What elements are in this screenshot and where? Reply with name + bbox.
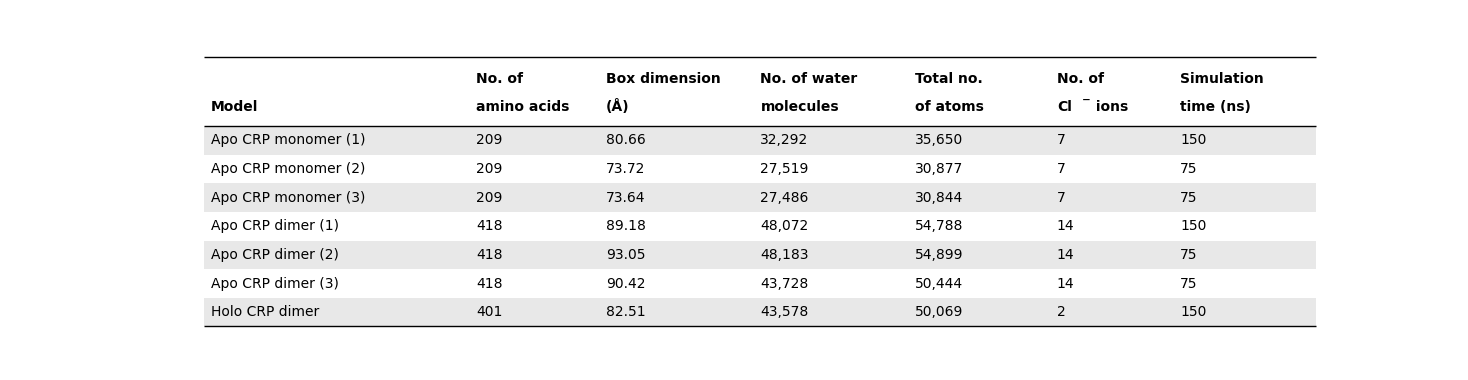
Text: 14: 14 — [1057, 219, 1075, 233]
Text: Box dimension: Box dimension — [606, 72, 721, 86]
Text: −: − — [1082, 94, 1091, 104]
Text: 150: 150 — [1180, 305, 1207, 319]
Text: 82.51: 82.51 — [606, 305, 646, 319]
Text: Cl: Cl — [1057, 100, 1072, 114]
Bar — [204, 126, 1315, 155]
Bar — [204, 241, 1315, 269]
Text: (Å): (Å) — [606, 99, 630, 114]
Text: Simulation: Simulation — [1180, 72, 1264, 86]
Text: 73.64: 73.64 — [606, 191, 646, 204]
Text: 32,292: 32,292 — [760, 133, 809, 147]
Bar — [204, 155, 1315, 183]
Text: 50,444: 50,444 — [915, 277, 963, 291]
Text: No. of water: No. of water — [760, 72, 857, 86]
Text: Apo CRP monomer (3): Apo CRP monomer (3) — [211, 191, 366, 204]
Text: time (ns): time (ns) — [1180, 100, 1251, 114]
Text: Apo CRP dimer (2): Apo CRP dimer (2) — [211, 248, 339, 262]
Text: 14: 14 — [1057, 277, 1075, 291]
Text: 27,519: 27,519 — [760, 162, 809, 176]
Text: 7: 7 — [1057, 191, 1066, 204]
Text: 209: 209 — [476, 162, 502, 176]
Text: Apo CRP monomer (1): Apo CRP monomer (1) — [211, 133, 366, 147]
Text: Model: Model — [211, 100, 258, 114]
Text: No. of: No. of — [476, 72, 523, 86]
Text: Total no.: Total no. — [915, 72, 982, 86]
Text: 14: 14 — [1057, 248, 1075, 262]
Text: of atoms: of atoms — [915, 100, 984, 114]
Bar — [204, 269, 1315, 298]
Bar — [204, 183, 1315, 212]
Text: 48,183: 48,183 — [760, 248, 809, 262]
Text: 150: 150 — [1180, 219, 1207, 233]
Text: 27,486: 27,486 — [760, 191, 809, 204]
Text: 48,072: 48,072 — [760, 219, 809, 233]
Text: 75: 75 — [1180, 277, 1198, 291]
Text: 150: 150 — [1180, 133, 1207, 147]
Text: Apo CRP dimer (3): Apo CRP dimer (3) — [211, 277, 339, 291]
Text: 90.42: 90.42 — [606, 277, 646, 291]
Text: 401: 401 — [476, 305, 502, 319]
Text: 35,650: 35,650 — [915, 133, 963, 147]
Text: 54,788: 54,788 — [915, 219, 963, 233]
Bar — [204, 298, 1315, 326]
Text: 43,578: 43,578 — [760, 305, 809, 319]
Text: 209: 209 — [476, 133, 502, 147]
Text: molecules: molecules — [760, 100, 840, 114]
Text: 30,877: 30,877 — [915, 162, 963, 176]
Text: Apo CRP monomer (2): Apo CRP monomer (2) — [211, 162, 366, 176]
Text: 93.05: 93.05 — [606, 248, 646, 262]
Text: 75: 75 — [1180, 191, 1198, 204]
Text: 54,899: 54,899 — [915, 248, 963, 262]
Text: amino acids: amino acids — [476, 100, 570, 114]
Text: 7: 7 — [1057, 162, 1066, 176]
Text: 7: 7 — [1057, 133, 1066, 147]
Text: 418: 418 — [476, 219, 504, 233]
Text: 73.72: 73.72 — [606, 162, 646, 176]
Text: Holo CRP dimer: Holo CRP dimer — [211, 305, 319, 319]
Text: 418: 418 — [476, 277, 504, 291]
Text: 2: 2 — [1057, 305, 1066, 319]
Bar — [204, 212, 1315, 241]
Text: 50,069: 50,069 — [915, 305, 963, 319]
Text: Apo CRP dimer (1): Apo CRP dimer (1) — [211, 219, 339, 233]
Text: No. of: No. of — [1057, 72, 1104, 86]
Text: 209: 209 — [476, 191, 502, 204]
Text: 75: 75 — [1180, 162, 1198, 176]
Text: 418: 418 — [476, 248, 504, 262]
Text: 75: 75 — [1180, 248, 1198, 262]
Text: ions: ions — [1091, 100, 1129, 114]
Text: 89.18: 89.18 — [606, 219, 646, 233]
Text: 80.66: 80.66 — [606, 133, 646, 147]
Text: 43,728: 43,728 — [760, 277, 809, 291]
Text: 30,844: 30,844 — [915, 191, 963, 204]
